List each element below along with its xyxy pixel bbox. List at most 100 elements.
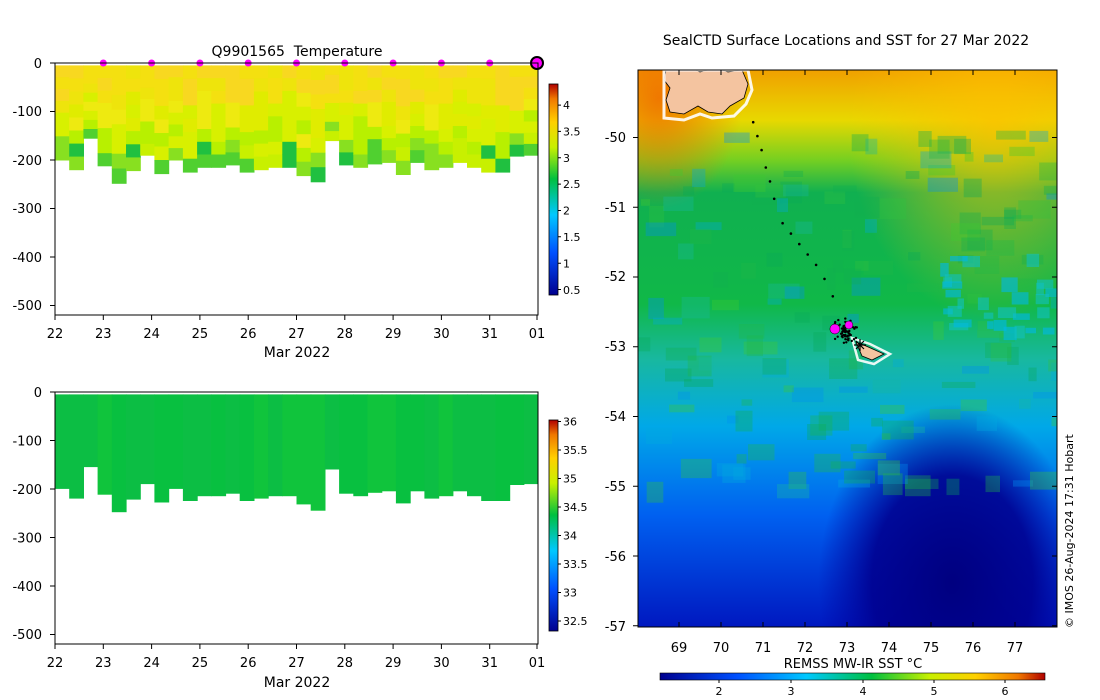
sst-pixel <box>1009 146 1035 157</box>
temperature-cell <box>111 168 127 184</box>
sst-pixel <box>1050 362 1057 381</box>
kerguelen-island <box>663 70 749 115</box>
temperature-cell <box>523 65 538 78</box>
sst-pixel <box>665 368 692 382</box>
sst-pixel <box>722 183 735 193</box>
temperature-cell <box>410 150 425 163</box>
sst-pixel <box>953 319 972 328</box>
temperature-cell <box>495 118 511 133</box>
sst-pixel <box>689 228 712 245</box>
temperature-cell <box>154 119 170 134</box>
sst-pixel <box>877 463 908 484</box>
temperature-cell <box>225 102 241 116</box>
sst-pixel <box>941 381 976 388</box>
temperature-cell <box>310 138 326 154</box>
sst-pixel <box>977 297 989 311</box>
temperature-cell <box>324 131 340 142</box>
sst-pixel <box>788 471 807 489</box>
t-xtick-0: 22 <box>47 327 64 342</box>
sst-pixel <box>713 272 729 288</box>
temperature-cell <box>339 115 354 129</box>
sst-pixel <box>1012 313 1030 320</box>
temperature-cell <box>467 154 482 168</box>
temperature-cell <box>339 77 354 91</box>
temperature-cell <box>211 129 227 143</box>
temperature-cell <box>367 139 383 153</box>
salinity-cell <box>481 394 496 501</box>
seal-track <box>751 120 835 298</box>
temperature-cell <box>395 133 411 148</box>
temperature-cell <box>438 116 454 130</box>
temperature-cell <box>481 118 496 133</box>
temperature-cell <box>282 103 298 117</box>
temperature-cell <box>509 133 525 146</box>
s-ytick-5: -500 <box>12 628 42 643</box>
temperature-cell <box>509 76 525 89</box>
sst-pixel <box>933 321 944 340</box>
track-point <box>814 263 818 267</box>
temperature-cell <box>239 158 255 173</box>
t-xtick-8: 30 <box>433 327 450 342</box>
temperature-cell <box>523 132 538 145</box>
temperature-cell <box>438 90 454 105</box>
temperature-cell <box>495 132 511 146</box>
sst-pixel <box>942 281 963 289</box>
temperature-cell <box>452 138 468 151</box>
sst-pixel <box>918 131 932 147</box>
s-cbar-tick-7: 36 <box>563 416 577 429</box>
sst-pixel <box>985 475 1000 493</box>
temperature-cell <box>353 103 369 117</box>
sst-pixel <box>663 196 694 211</box>
temperature-cell <box>467 116 482 130</box>
temperature-cell <box>126 78 141 93</box>
location-point <box>842 341 846 344</box>
temperature-cell <box>111 94 127 111</box>
sst-pixel <box>959 212 981 235</box>
sst-pixel <box>1012 215 1033 222</box>
salinity-cell <box>154 394 170 503</box>
location-point <box>844 330 847 333</box>
temperature-cell <box>97 78 113 92</box>
temperature-cell <box>424 91 440 106</box>
salinity-cells <box>55 394 538 513</box>
sst-pixel <box>981 216 1015 226</box>
temperature-cell <box>438 103 454 117</box>
temperature-cell <box>495 145 511 160</box>
sst-pixel <box>813 332 827 352</box>
sst-pixel <box>738 324 765 339</box>
temperature-cell <box>282 141 298 156</box>
sst-pixel <box>646 427 672 444</box>
temperature-cell <box>324 84 340 95</box>
temperature-cell <box>481 78 496 93</box>
s-cbar-tick-1: 33 <box>563 587 577 600</box>
t-xtick-9: 31 <box>481 327 498 342</box>
s-xtick-3: 25 <box>192 656 209 671</box>
temperature-cell <box>55 124 70 137</box>
sst-pixel <box>827 268 836 290</box>
track-point <box>764 166 768 169</box>
track-point <box>806 253 809 256</box>
temperature-cell <box>111 65 127 81</box>
sst-pixel <box>842 231 855 252</box>
temperature-cell <box>83 92 99 103</box>
temperature-cell <box>253 130 269 145</box>
sst-pixel <box>850 444 867 452</box>
sst-pixel <box>881 433 891 440</box>
salinity-panel: 0 -100 -200 -300 -400 -500 22 23 24 25 2… <box>12 386 587 691</box>
temperature-cell <box>339 65 354 79</box>
sst-pixel <box>974 256 1000 274</box>
sst-pixel <box>1001 277 1018 293</box>
temperature-cell <box>168 124 184 137</box>
temperature-cell <box>310 94 326 110</box>
temperature-cell <box>481 105 496 120</box>
sst-pixel <box>950 223 980 241</box>
temperature-cell <box>211 78 227 92</box>
sst-pixel <box>810 415 833 436</box>
sst-pixel <box>950 256 968 262</box>
temperature-cell <box>438 141 454 156</box>
lat-tick-1: -51 <box>605 201 626 216</box>
salinity-cell <box>282 394 298 497</box>
temperature-cell <box>381 101 397 115</box>
temperature-cell <box>239 145 255 160</box>
temperature-cell <box>239 78 255 93</box>
